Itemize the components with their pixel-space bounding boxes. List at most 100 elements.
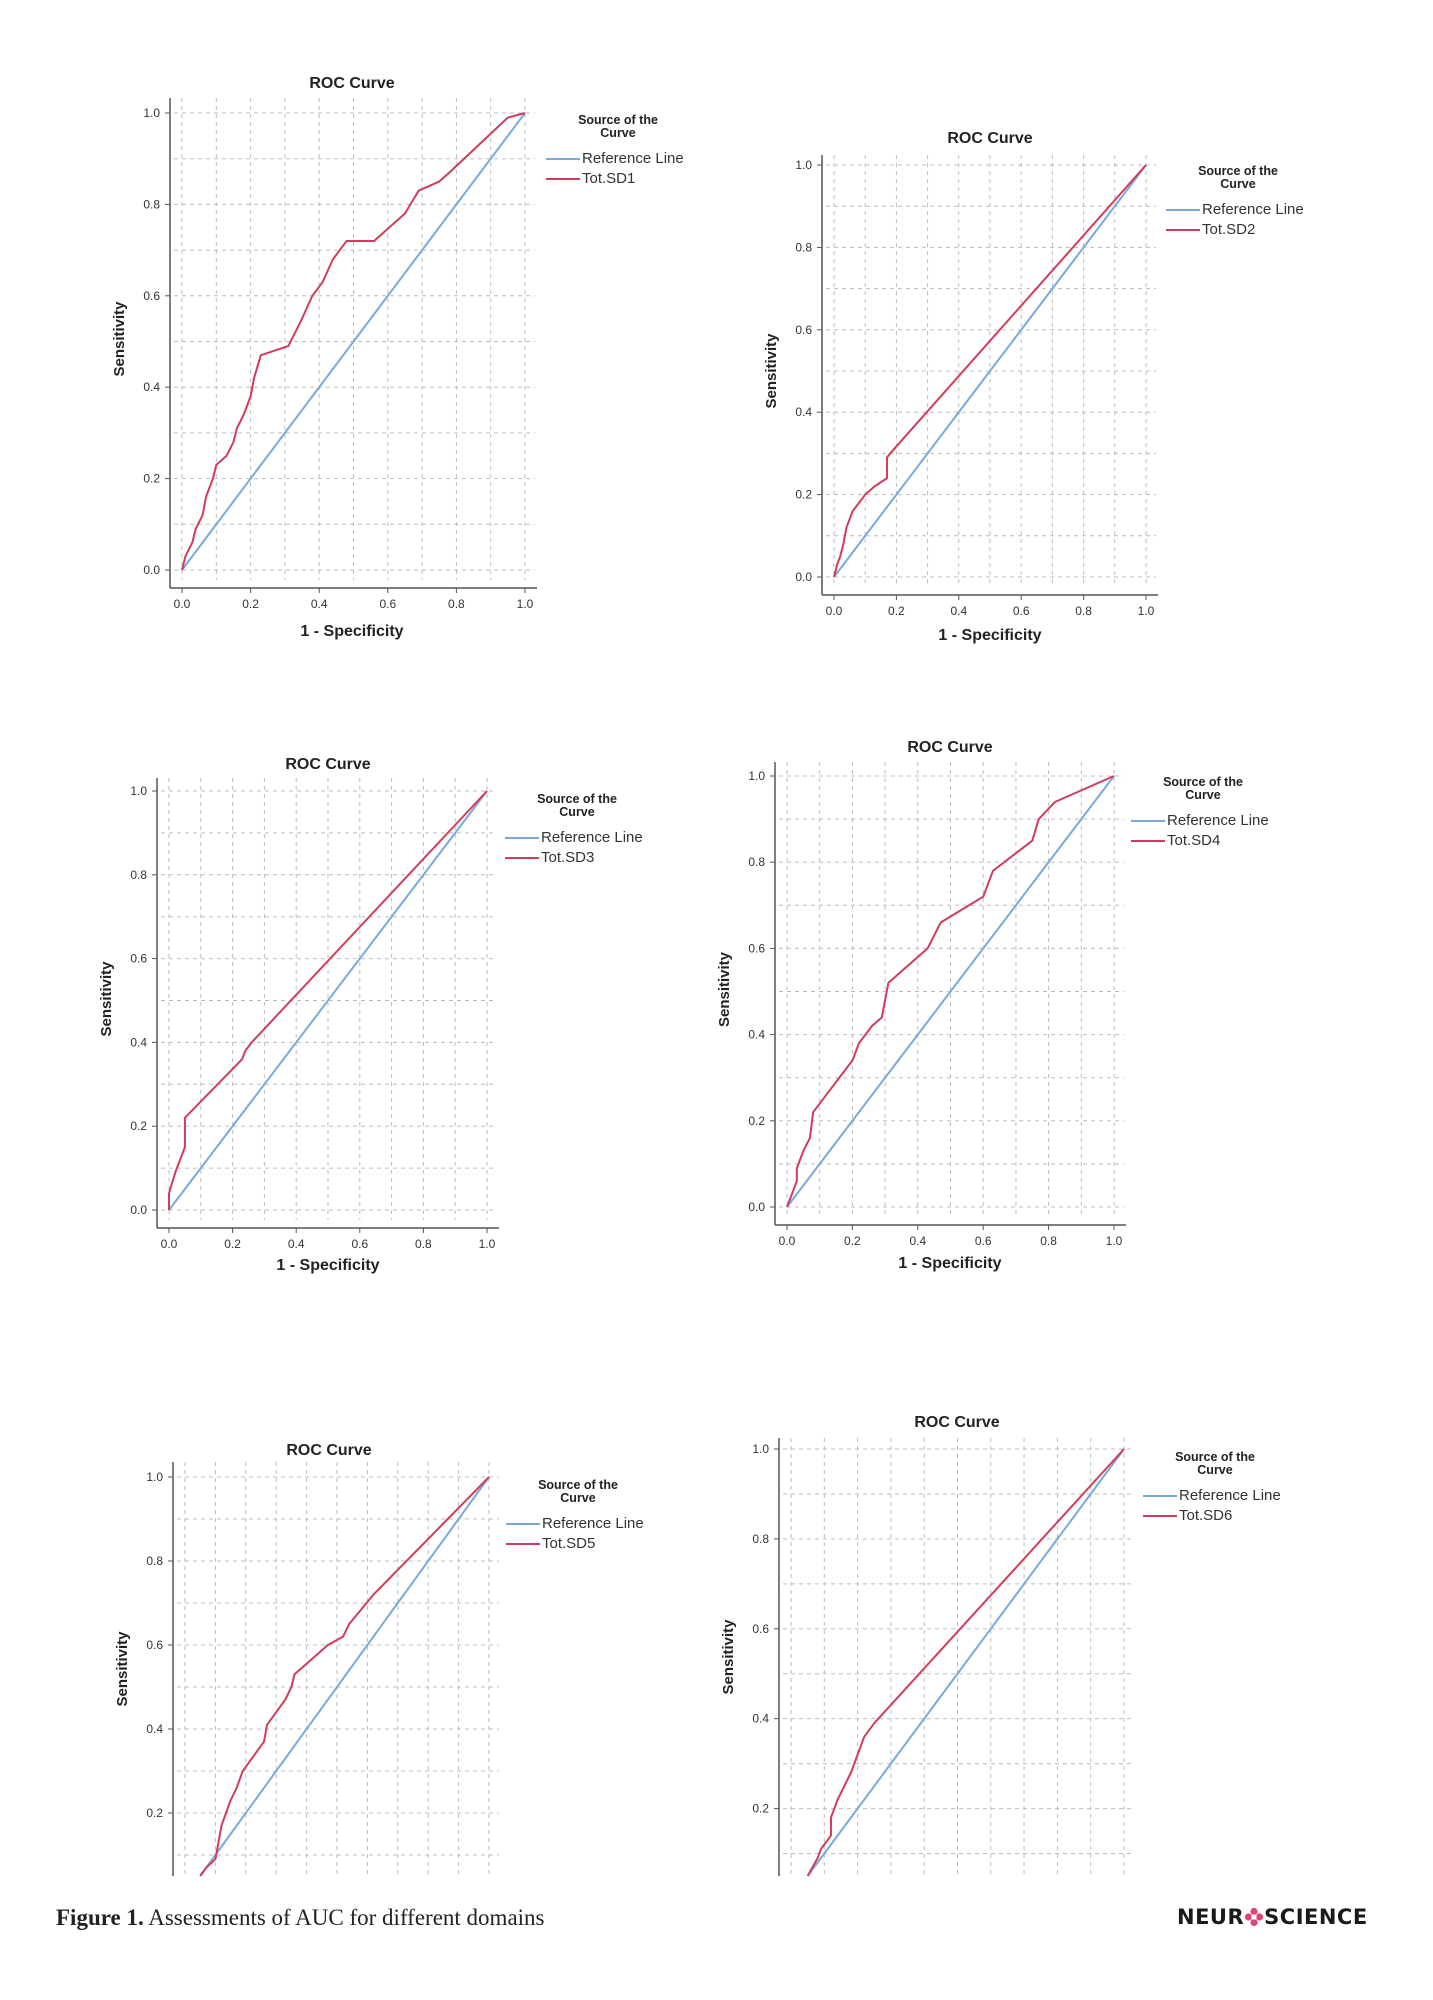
y-tick-label: 0.2	[752, 1802, 769, 1816]
y-tick-label: 0.0	[748, 1200, 765, 1214]
y-tick-label: 1.0	[748, 769, 765, 783]
legend-title: Source of the	[578, 113, 658, 127]
x-tick-label: 0.4	[909, 1234, 926, 1248]
roc-chart-6: ROC Curve 0.2 0.4 0.6 0.8 1.0 Sensitivity Sourc…	[720, 1414, 1281, 1877]
legend-title: Curve	[1220, 177, 1255, 191]
x-tick-label: 0.6	[975, 1234, 992, 1248]
legend-title: Curve	[1185, 788, 1220, 802]
y-tick-label: 0.4	[795, 405, 812, 419]
legend-title: Source of the	[1163, 775, 1243, 789]
legend-title: Curve	[559, 805, 594, 819]
x-tick-label: 1.0	[1138, 604, 1155, 618]
x-axis-label: 1 - Specificity	[276, 1257, 379, 1274]
x-tick-label: 0.6	[379, 597, 396, 611]
x-tick-label: 0.8	[448, 597, 465, 611]
legend-label: Reference Line	[1202, 201, 1304, 218]
y-tick-label: 0.6	[143, 289, 160, 303]
x-tick-label: 0.2	[224, 1237, 241, 1251]
roc-curve-line	[168, 790, 488, 1210]
journal-logo: NEUR SCIENCE	[1177, 1905, 1368, 1929]
x-axis-label: 1 - Specificity	[898, 1255, 1001, 1272]
y-tick-label: 0.8	[752, 1532, 769, 1546]
roc-chart-1: ROC Curve 0.0 0.2 0.4 0.6 0.8 1.0 0.0 0.2 0.4 0.6 0…	[111, 75, 684, 640]
figure-caption-text: Assessments of AUC for different domains	[148, 1905, 545, 1930]
x-tick-label: 0.6	[1013, 604, 1030, 618]
reference-line	[168, 790, 488, 1211]
x-tick-label: 1.0	[517, 597, 534, 611]
legend-title: Curve	[1197, 1463, 1232, 1477]
y-tick-label: 0.8	[143, 197, 160, 211]
reference-line	[833, 164, 1147, 578]
y-tick-label: 0.8	[795, 240, 812, 254]
y-axis-label: Sensitivity	[111, 301, 128, 377]
x-tick-label: 0.6	[351, 1237, 368, 1251]
legend-label: Tot.SD1	[582, 170, 635, 187]
x-tick-label: 0.8	[415, 1237, 432, 1251]
reference-line	[181, 112, 526, 571]
y-axis-label: Sensitivity	[114, 1631, 131, 1707]
legend-title: Source of the	[1198, 164, 1278, 178]
y-tick-label: 0.8	[146, 1554, 163, 1568]
x-tick-label: 0.2	[242, 597, 259, 611]
y-tick-label: 0.0	[795, 570, 812, 584]
y-tick-label: 0.4	[130, 1035, 147, 1049]
y-tick-label: 0.0	[143, 563, 160, 577]
y-tick-label: 0.4	[748, 1028, 765, 1042]
reference-line	[199, 1476, 490, 1877]
roc-chart-3: ROC Curve 0.0 0.2 0.4 0.6 0.8 1.0 0.0 0.2 0.4 0.6 0…	[98, 756, 643, 1274]
legend-label: Reference Line	[1179, 1487, 1281, 1504]
legend-label: Reference Line	[1167, 812, 1269, 829]
y-tick-label: 0.6	[130, 952, 147, 966]
figure-caption-label: Figure 1.	[56, 1905, 144, 1930]
x-axis-label: 1 - Specificity	[938, 627, 1041, 644]
legend-title: Source of the	[538, 1478, 618, 1492]
chart-title: ROC Curve	[285, 756, 370, 773]
chart-title: ROC Curve	[947, 130, 1032, 147]
legend-title: Curve	[560, 1491, 595, 1505]
y-tick-label: 0.8	[130, 868, 147, 882]
legend-label: Tot.SD4	[1167, 832, 1220, 849]
y-tick-label: 0.8	[748, 855, 765, 869]
y-tick-label: 0.6	[146, 1638, 163, 1652]
legend-label: Tot.SD2	[1202, 221, 1255, 238]
y-tick-label: 0.2	[748, 1114, 765, 1128]
legend-label: Reference Line	[582, 150, 684, 167]
chart-title: ROC Curve	[286, 1442, 371, 1459]
y-tick-label: 0.4	[146, 1722, 163, 1736]
y-axis-label: Sensitivity	[98, 961, 115, 1037]
y-tick-label: 0.6	[748, 941, 765, 955]
legend-label: Reference Line	[541, 829, 643, 846]
x-tick-label: 0.4	[288, 1237, 305, 1251]
roc-chart-2: ROC Curve 0.0 0.2 0.4 0.6 0.8 1.0 0.0 0.2 0.4 0.6 0…	[763, 130, 1304, 644]
y-tick-label: 0.2	[795, 488, 812, 502]
roc-curve-line	[199, 1476, 490, 1877]
roc-chart-4: ROC Curve 0.0 0.2 0.4 0.6 0.8 1.0 0.0 0.2 0.4 0.6 0…	[716, 739, 1269, 1272]
logo-flower-icon	[1245, 1907, 1264, 1927]
roc-chart-5: ROC Curve 0.2 0.4 0.6 0.8 1.0 Sensitivity Sourc…	[114, 1442, 644, 1877]
chart-title: ROC Curve	[907, 739, 992, 756]
y-axis-label: Sensitivity	[720, 1619, 737, 1695]
logo-text-right: SCIENCE	[1264, 1905, 1368, 1929]
x-tick-label: 0.0	[174, 597, 191, 611]
x-tick-label: 0.0	[161, 1237, 178, 1251]
legend-title: Curve	[600, 126, 635, 140]
y-tick-label: 1.0	[795, 158, 812, 172]
x-tick-label: 0.2	[888, 604, 905, 618]
x-tick-label: 0.0	[779, 1234, 796, 1248]
y-tick-label: 1.0	[752, 1442, 769, 1456]
y-tick-label: 0.2	[146, 1806, 163, 1820]
roc-curve-line	[833, 164, 1147, 578]
reference-line	[806, 1448, 1125, 1877]
legend-label: Tot.SD5	[542, 1535, 595, 1552]
roc-curve-line	[786, 775, 1115, 1208]
y-tick-label: 1.0	[146, 1470, 163, 1484]
y-tick-label: 1.0	[143, 106, 160, 120]
chart-title: ROC Curve	[914, 1414, 999, 1431]
chart-title: ROC Curve	[309, 75, 394, 92]
reference-line	[786, 775, 1115, 1208]
y-axis-label: Sensitivity	[716, 951, 733, 1027]
legend-title: Source of the	[1175, 1450, 1255, 1464]
roc-curve-line	[181, 112, 526, 571]
x-tick-label: 0.8	[1040, 1234, 1057, 1248]
